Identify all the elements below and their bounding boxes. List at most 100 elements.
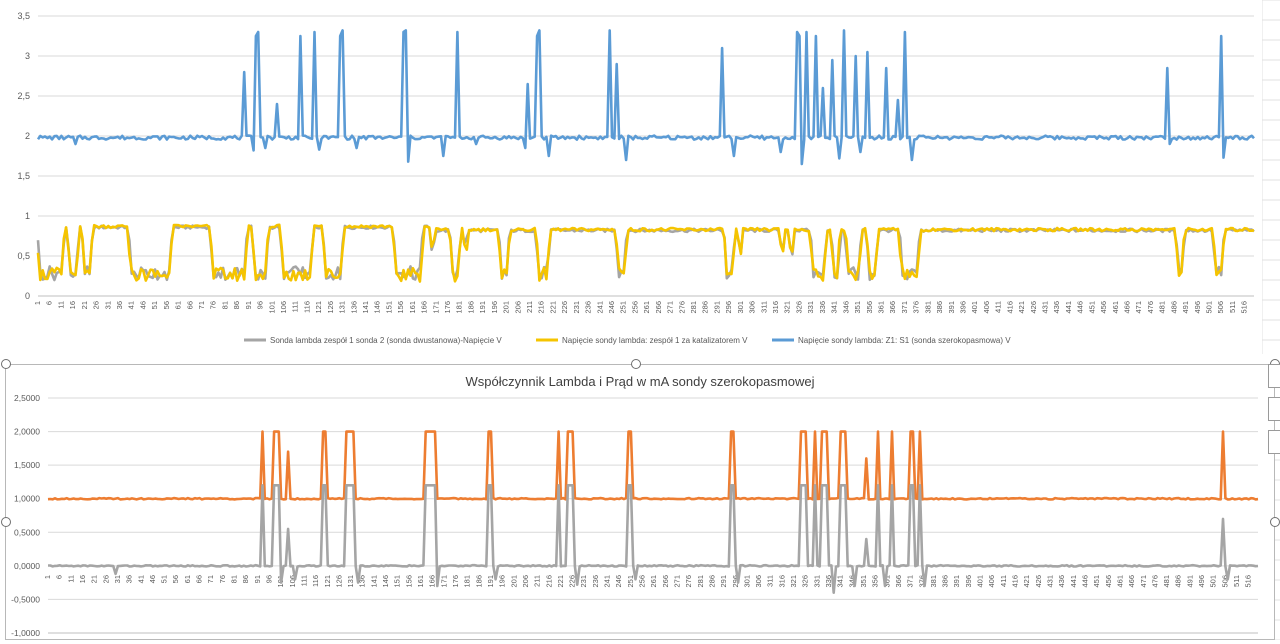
x-tick-label: 226 <box>560 301 569 314</box>
x-tick-label: 461 <box>1115 575 1124 588</box>
x-tick-label: 401 <box>970 301 979 314</box>
x-tick-label: 341 <box>830 301 839 314</box>
x-tick-label: 216 <box>537 301 546 314</box>
x-tick-label: 506 <box>1216 301 1225 314</box>
x-tick-label: 151 <box>393 575 402 588</box>
x-tick-label: 41 <box>136 575 145 583</box>
x-tick-label: 51 <box>160 575 169 583</box>
x-tick-label: 366 <box>894 575 903 588</box>
x-tick-label: 256 <box>638 575 647 588</box>
x-tick-label: 131 <box>346 575 355 588</box>
x-tick-label: 156 <box>404 575 413 588</box>
x-tick-label: 116 <box>311 575 320 587</box>
x-tick-label: 176 <box>443 301 452 314</box>
x-tick-label: 121 <box>314 301 323 314</box>
x-tick-label: 501 <box>1204 301 1213 314</box>
x-tick-label: 211 <box>525 301 534 313</box>
x-tick-label: 6 <box>45 301 54 305</box>
x-tick-label: 111 <box>291 301 300 312</box>
x-tick-label: 466 <box>1122 301 1131 314</box>
chart-styles-button[interactable] <box>1268 397 1280 421</box>
x-tick-label: 66 <box>195 575 204 583</box>
x-tick-label: 136 <box>349 301 358 314</box>
resize-handle-top-left[interactable] <box>1 359 11 369</box>
resize-handle-left-middle[interactable] <box>1 517 11 527</box>
x-tick-label: 71 <box>197 301 206 309</box>
series-line-gray[interactable] <box>48 484 1259 594</box>
x-tick-label: 141 <box>361 301 370 314</box>
series-line-blue[interactable] <box>36 29 1255 166</box>
x-tick-label: 16 <box>78 575 87 583</box>
x-tick-label: 371 <box>900 301 909 314</box>
resize-handle-right-middle[interactable] <box>1270 517 1280 527</box>
x-tick-label: 511 <box>1232 575 1241 587</box>
x-tick-label: 171 <box>439 575 448 588</box>
gridlines <box>38 15 1254 297</box>
x-tick-label: 151 <box>384 301 393 314</box>
x-tick-label: 476 <box>1150 575 1159 588</box>
x-tick-label: 381 <box>923 301 932 314</box>
x-tick-label: 431 <box>1046 575 1055 588</box>
series-line-orange[interactable] <box>47 430 1259 501</box>
x-tick-label: 276 <box>677 301 686 314</box>
x-tick-label: 56 <box>171 575 180 583</box>
x-tick-label: 166 <box>428 575 437 588</box>
series-line-gray[interactable] <box>36 224 1255 282</box>
y-tick-label: 0,0000 <box>14 561 40 571</box>
chart-elements-button[interactable] <box>1268 364 1280 388</box>
x-tick-label: 341 <box>836 575 845 588</box>
legend-entry: Napięcie sondy lambda: Z1: S1 (sonda sze… <box>798 336 1011 345</box>
x-tick-label: 501 <box>1209 575 1218 588</box>
x-tick-label: 246 <box>607 301 616 314</box>
x-tick-label: 346 <box>847 575 856 588</box>
x-tick-label: 231 <box>579 575 588 588</box>
x-tick-label: 451 <box>1087 301 1096 314</box>
x-tick-label: 241 <box>603 575 612 588</box>
x-tick-label: 181 <box>455 301 464 314</box>
x-tick-label: 26 <box>92 301 101 309</box>
x-tick-label: 431 <box>1040 301 1049 314</box>
x-tick-label: 401 <box>976 575 985 588</box>
x-tick-label: 211 <box>533 575 542 587</box>
x-tick-label: 166 <box>420 301 429 314</box>
x-tick-label: 96 <box>256 301 265 309</box>
x-tick-label: 351 <box>853 301 862 314</box>
y-tick-label: 0 <box>25 291 30 301</box>
x-tick-label: 106 <box>288 575 297 588</box>
series-line-yellow[interactable] <box>36 223 1255 283</box>
x-tick-label: 286 <box>701 301 710 314</box>
x-tick-label: 206 <box>521 575 530 588</box>
x-tick-label: 441 <box>1069 575 1078 588</box>
x-tick-label: 326 <box>794 301 803 314</box>
x-tick-label: 6 <box>55 575 64 579</box>
x-tick-label: 186 <box>466 301 475 314</box>
y-tick-label: 2,5 <box>17 91 30 101</box>
gridlines <box>48 397 1258 634</box>
chart-filters-button[interactable] <box>1268 430 1280 454</box>
resize-handle-top-middle[interactable] <box>631 359 641 369</box>
x-tick-label: 436 <box>1057 575 1066 588</box>
x-tick-label: 416 <box>1005 301 1014 314</box>
x-tick-label: 21 <box>80 301 89 309</box>
x-tick-label: 391 <box>952 575 961 588</box>
x-tick-label: 126 <box>334 575 343 588</box>
chart-lambda-current[interactable]: 2,5000 2,0000 1,5000 1,0000 0,5000 0,0000 -0,5… <box>5 364 1275 640</box>
x-tick-label: 321 <box>783 301 792 314</box>
x-tick-label: 351 <box>859 575 868 588</box>
x-tick-label: 296 <box>731 575 740 588</box>
x-tick-label: 41 <box>127 301 136 309</box>
x-tick-label: 281 <box>689 301 698 314</box>
x-tick-label: 236 <box>584 301 593 314</box>
x-tick-label: 381 <box>929 575 938 588</box>
x-tick-label: 261 <box>642 301 651 314</box>
x-tick-label: 261 <box>649 575 658 588</box>
x-tick-label: 421 <box>1017 301 1026 314</box>
x-tick-label: 236 <box>591 575 600 588</box>
y-tick-label: -0,5000 <box>11 594 40 604</box>
x-tick-label: 81 <box>220 301 229 309</box>
x-tick-label: 391 <box>947 301 956 314</box>
chart-lambda-voltages[interactable]: 0 0,5 1 1,5 2 2,5 3 3,5 1 6 11 16 21 26 31 36 41 46 51 56 61… <box>0 0 1262 354</box>
y-tick-label: 1,0000 <box>14 494 40 504</box>
x-tick-label: 306 <box>754 575 763 588</box>
x-tick-label: 141 <box>369 575 378 588</box>
